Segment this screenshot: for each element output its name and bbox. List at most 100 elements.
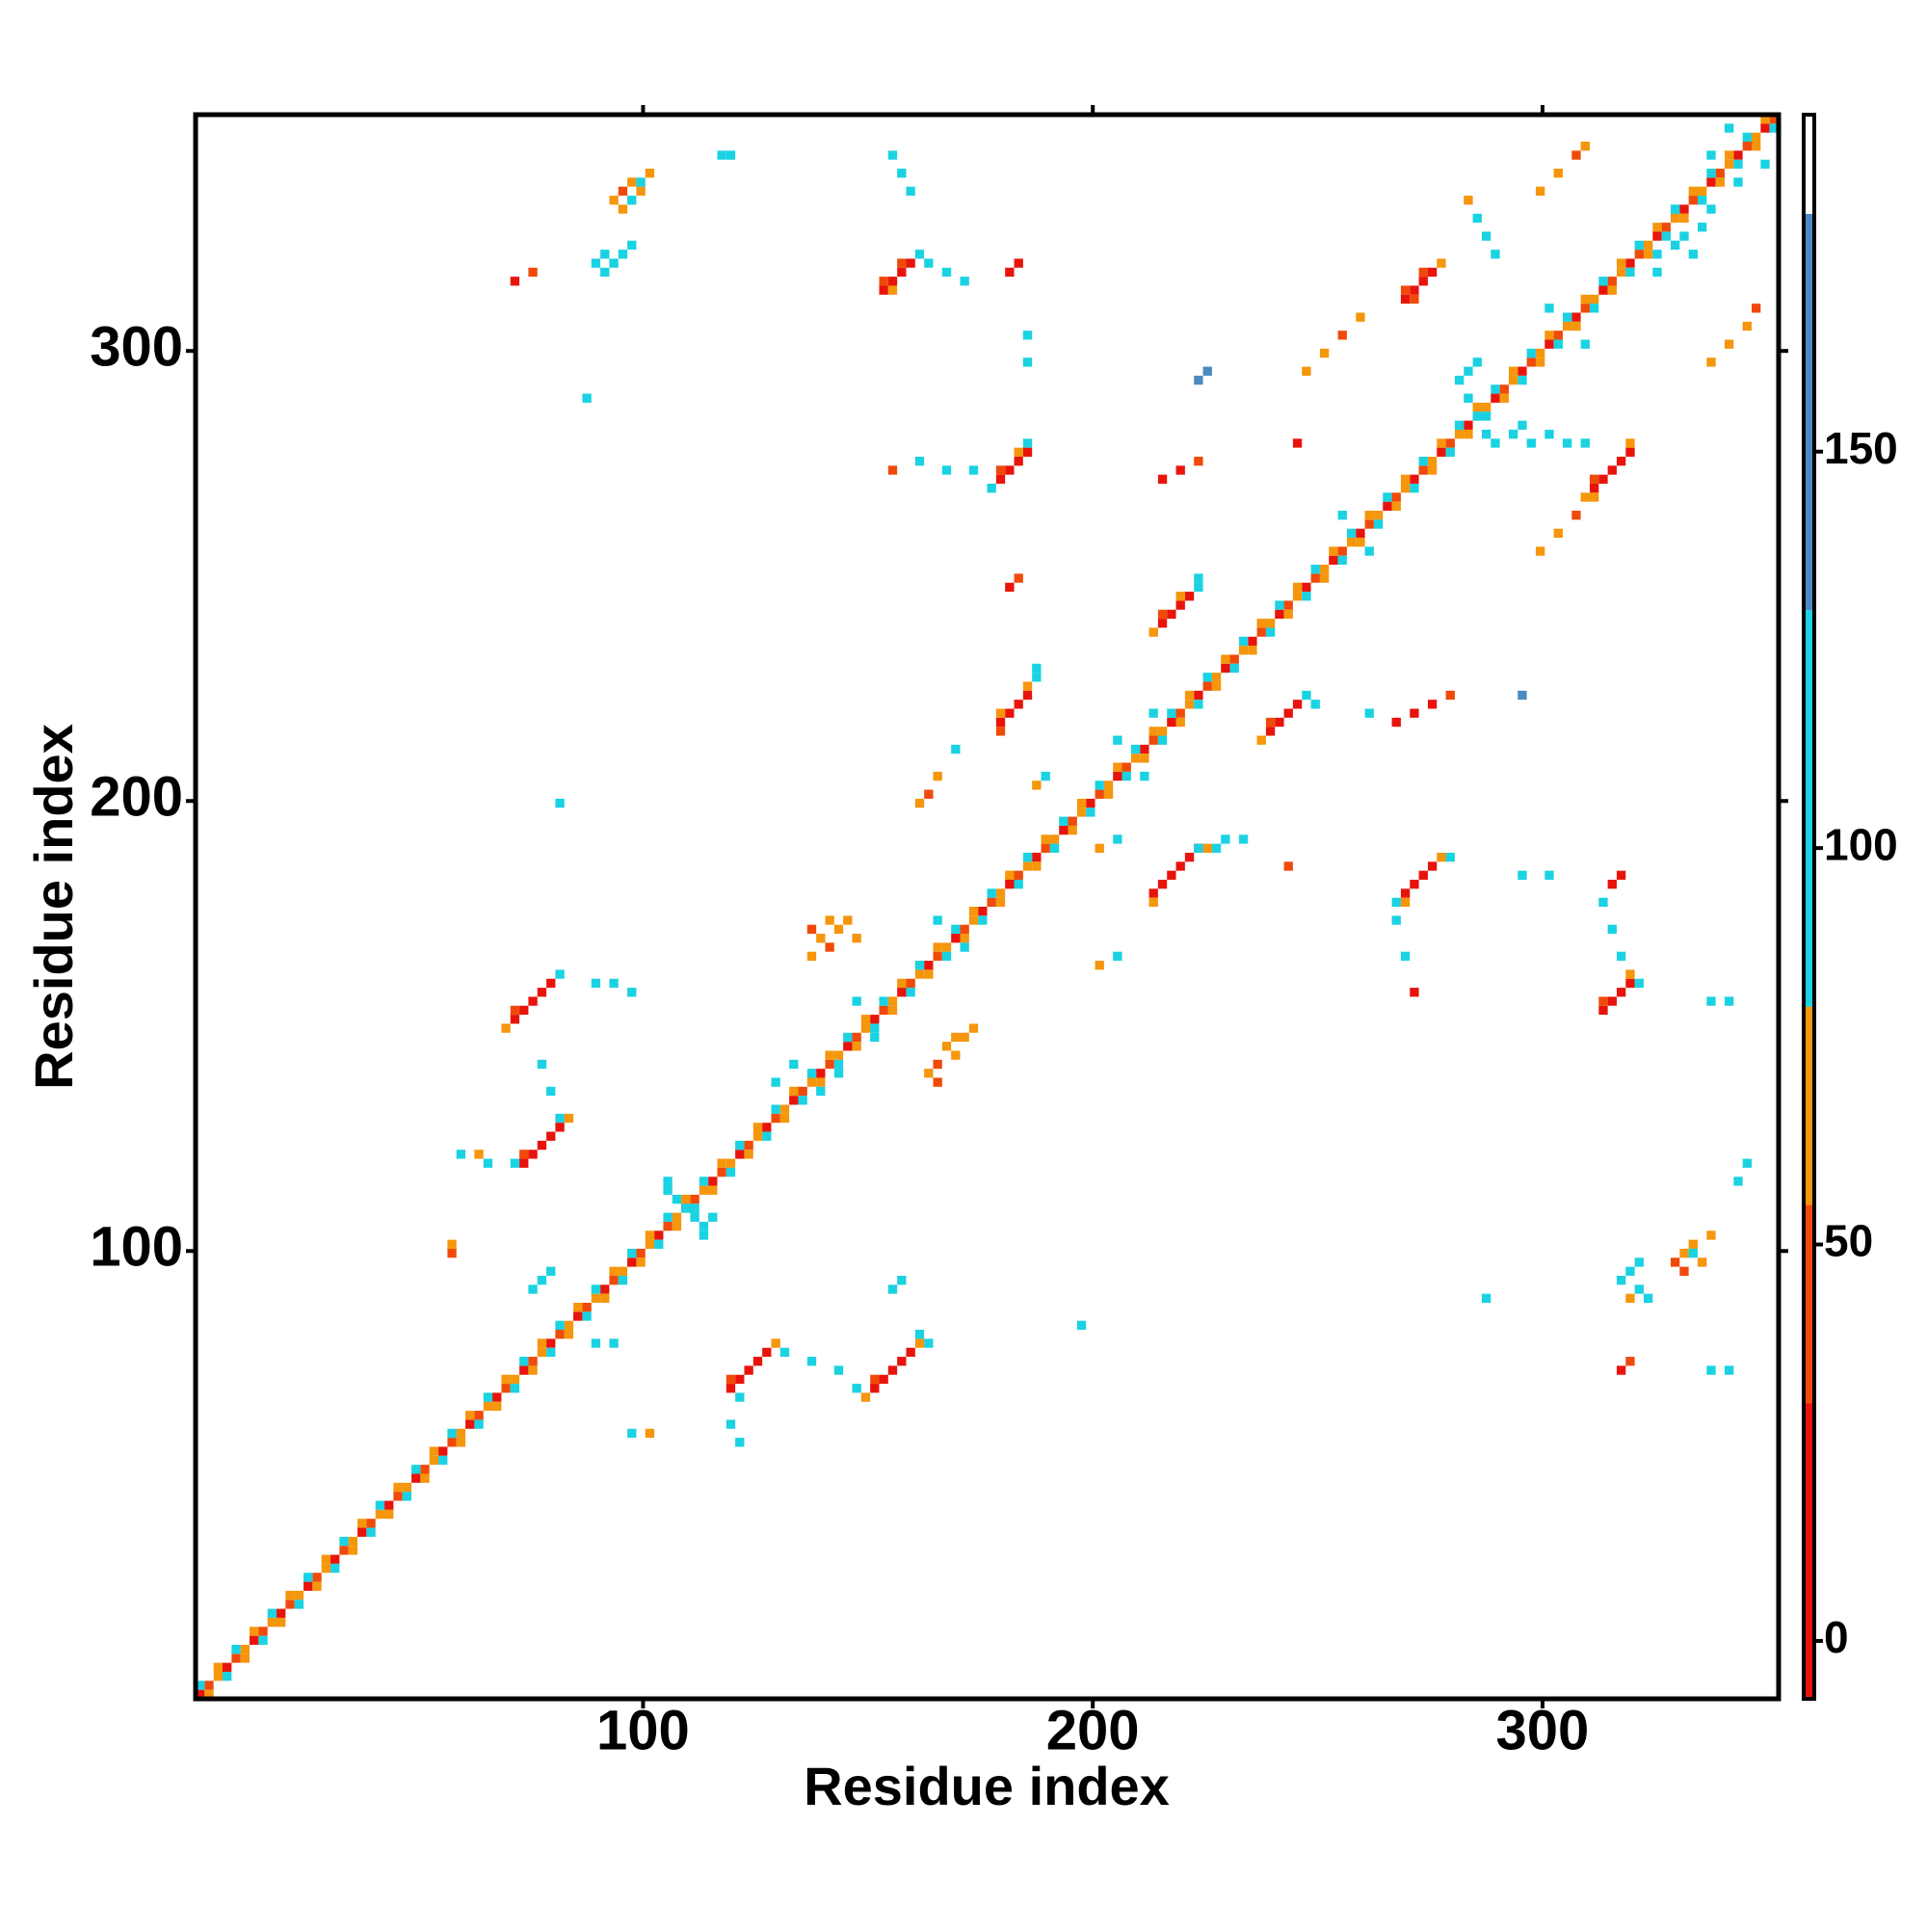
heatmap-cell [1706,150,1716,160]
heatmap-cell [429,1455,439,1466]
heatmap-cell [1265,717,1276,728]
heatmap-cell [546,1086,556,1097]
heatmap-cell [1032,673,1042,682]
heatmap-cell [1491,438,1500,448]
heatmap-cell [636,177,646,187]
heatmap-cell [627,1248,637,1258]
heatmap-cell [384,1500,394,1510]
heatmap-cell [1427,456,1438,466]
heatmap-cell [1194,573,1203,583]
heatmap-cell [1319,565,1330,574]
heatmap-cell [879,996,888,1006]
heatmap-cell [825,1050,834,1060]
heatmap-cell [906,988,915,997]
heatmap-cell [591,258,601,268]
heatmap-cell [1607,285,1617,295]
heatmap-cell [879,1005,888,1016]
heatmap-cell [968,1023,979,1033]
heatmap-cell [573,1311,583,1321]
heatmap-cell [1364,546,1374,556]
heatmap-cell [816,934,826,943]
heatmap-cell [771,1113,780,1124]
heatmap-cell [591,978,601,989]
heatmap-cell [258,1635,268,1645]
heatmap-cell [663,1221,673,1231]
heatmap-cell [447,1248,457,1258]
heatmap-cell [1445,852,1455,862]
heatmap-cell [1652,250,1662,259]
heatmap-cell [816,1069,826,1078]
heatmap-cell [1616,1365,1626,1375]
heatmap-cell [546,1347,556,1358]
heatmap-cell [1337,511,1347,520]
heatmap-cell [1167,708,1176,718]
heatmap-cell [1194,375,1203,385]
heatmap-cell [609,258,619,268]
heatmap-cell [887,1005,898,1016]
heatmap-cell [1265,627,1276,637]
heatmap-cell [1400,951,1411,962]
colorbar-band [1804,610,1814,1007]
heatmap-cell [1356,312,1365,322]
heatmap-cell [1049,834,1060,844]
heatmap-cell [779,1113,790,1124]
heatmap-cell [204,1681,214,1690]
heatmap-cell [1427,861,1438,871]
heatmap-cell [672,1221,682,1231]
heatmap-cell [924,1069,934,1078]
heatmap-cell [348,1546,358,1555]
heatmap-cell [519,1357,529,1366]
heatmap-cell [1580,142,1590,151]
heatmap-cell [1410,285,1419,295]
heatmap-cell [1688,1248,1698,1258]
heatmap-cell [1526,357,1536,367]
colorbar-band [1804,1403,1814,1699]
heatmap-cell [843,1032,853,1043]
heatmap-cell [1616,456,1626,466]
heatmap-cell [1095,781,1104,790]
heatmap-cell [1535,357,1545,367]
heatmap-cell [375,1500,385,1510]
y-tick-label: 300 [90,316,183,379]
heatmap-cell [1724,123,1734,133]
heatmap-cell [1346,528,1357,539]
heatmap-cell [600,1293,610,1303]
heatmap-cell [1643,240,1653,251]
heatmap-cell [1625,267,1635,278]
heatmap-cell [951,1032,961,1043]
heatmap-cell [1580,304,1590,313]
heatmap-cell [1410,294,1419,304]
heatmap-cell [546,978,556,989]
heatmap-cell [879,1374,888,1385]
heatmap-cell [1427,700,1438,709]
heatmap-cell [1068,816,1077,826]
heatmap-cell [1760,115,1770,124]
heatmap-cell [1130,744,1141,754]
colorbar-tick-label: 0 [1824,1612,1849,1662]
heatmap-cell [825,915,834,925]
heatmap-cell [726,150,736,160]
heatmap-cell [636,1257,646,1267]
heatmap-cell [1310,573,1320,583]
heatmap-cell [1481,402,1491,412]
heatmap-cell [501,1374,511,1385]
heatmap-cell [852,1042,861,1051]
heatmap-cell [870,1374,880,1385]
heatmap-cell [591,1293,601,1303]
heatmap-cell [384,1509,394,1520]
heatmap-cell [420,1473,430,1483]
heatmap-cell [510,1005,520,1016]
heatmap-cell [1589,294,1599,304]
heatmap-cell [204,1689,214,1699]
heatmap-cell [1400,897,1411,907]
heatmap-cell [987,897,996,907]
heatmap-cell [1310,565,1320,574]
heatmap-cell [1499,384,1509,394]
heatmap-cell [906,978,915,989]
heatmap-cell [1652,223,1662,232]
heatmap-cell [1157,879,1168,889]
x-tick-label: 200 [1046,1699,1140,1761]
heatmap-cell [1076,798,1087,808]
heatmap-cell [1491,250,1500,259]
heatmap-cell [1175,708,1185,718]
